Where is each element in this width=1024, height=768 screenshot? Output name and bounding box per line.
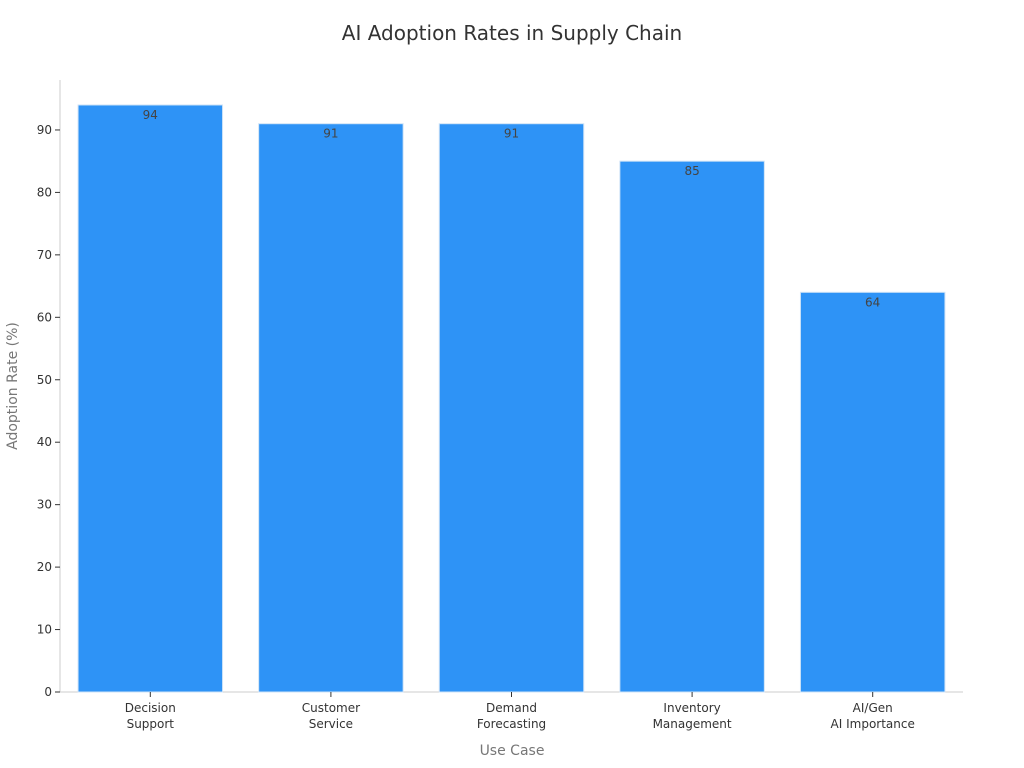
y-tick-label: 50: [37, 373, 52, 387]
y-tick-label: 80: [37, 185, 52, 199]
data-label: 91: [504, 127, 519, 141]
data-label: 91: [323, 127, 338, 141]
x-tick-label: Forecasting: [477, 717, 546, 731]
y-tick-label: 10: [37, 623, 52, 637]
y-tick-label: 90: [37, 123, 52, 137]
x-tick-label: AI Importance: [831, 717, 915, 731]
x-tick-label: Decision: [125, 701, 176, 715]
y-tick-label: 0: [44, 685, 52, 699]
x-tick-label: Inventory: [663, 701, 720, 715]
data-label: 64: [865, 295, 880, 309]
data-label: 85: [684, 164, 699, 178]
data-label: 94: [143, 108, 158, 122]
y-tick-label: 20: [37, 560, 52, 574]
x-tick-label: Customer: [302, 701, 360, 715]
bar: [77, 104, 224, 693]
bar: [619, 160, 765, 693]
x-tick-label: Service: [309, 717, 353, 731]
y-tick-label: 60: [37, 310, 52, 324]
y-tick-label: 70: [37, 248, 52, 262]
x-tick-label: AI/Gen: [853, 701, 893, 715]
x-tick-label: Demand: [486, 701, 537, 715]
plot-area: 0 10 20 30 40 50 60 70 80 90 94 Decision Support 91 Cu…: [37, 80, 963, 731]
y-tick-label: 40: [37, 435, 52, 449]
y-tick-label: 30: [37, 498, 52, 512]
bar: [438, 123, 585, 693]
x-axis-label: Use Case: [480, 743, 545, 759]
x-tick-label: Management: [653, 717, 732, 731]
bar: [799, 291, 946, 693]
y-axis-label: Adoption Rate (%): [5, 322, 21, 450]
bar: [258, 123, 404, 693]
chart-title: AI Adoption Rates in Supply Chain: [342, 21, 682, 45]
x-tick-label: Support: [127, 717, 175, 731]
